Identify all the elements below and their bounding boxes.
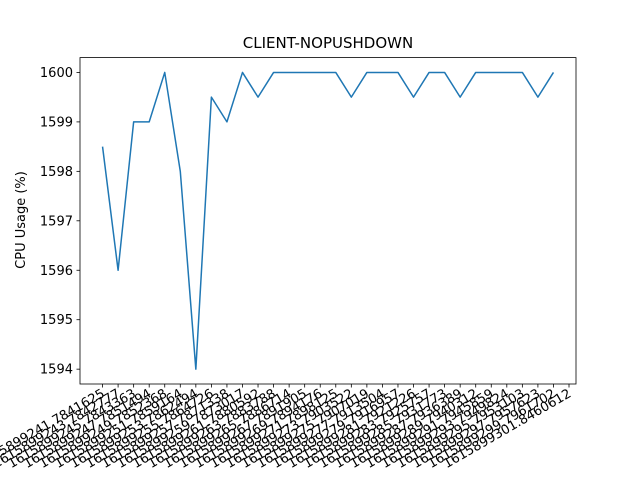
y-tick-label: 1595 <box>40 313 73 328</box>
chart-title: CLIENT-NOPUSHDOWN <box>243 34 413 52</box>
y-tick-label: 1599 <box>40 115 73 130</box>
y-tick-label: 1596 <box>40 264 73 279</box>
y-tick-label: 1598 <box>40 165 73 180</box>
y-tick-label: 1600 <box>40 66 73 81</box>
y-tick-label: 1594 <box>40 363 73 378</box>
data-line <box>101 71 555 370</box>
y-tick-label: 1597 <box>40 214 73 229</box>
y-axis-label: CPU Usage (%) <box>14 171 29 269</box>
